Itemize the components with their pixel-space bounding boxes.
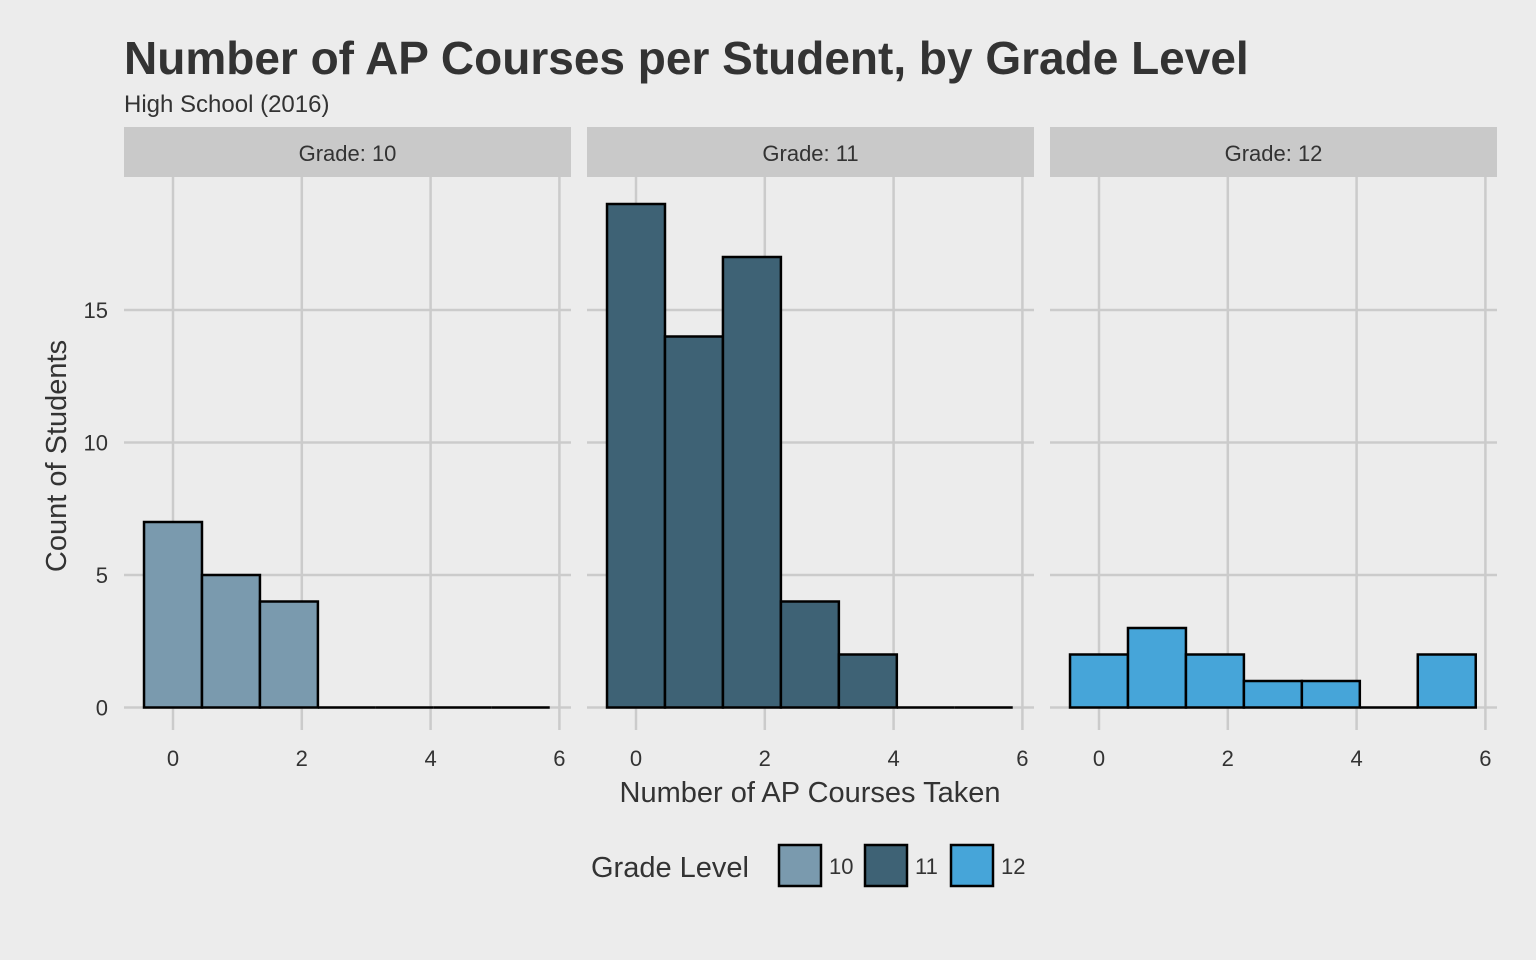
y-tick-label: 10 [84,431,108,456]
histogram-bar [258,600,320,709]
x-tick-label: 4 [424,746,436,771]
y-axis-title: Count of Students [41,340,73,572]
histogram-bar [1068,653,1130,709]
legend-key [863,843,909,888]
facet-strip [124,127,571,177]
histogram-bar [837,653,899,709]
legend-entry: 12 [949,843,1025,888]
legend-title: Grade Level [591,852,749,884]
histogram-bar [663,335,725,709]
x-tick-label: 0 [630,746,642,771]
legend-entry: 11 [863,843,938,888]
histogram-bar [1126,626,1188,709]
x-tick-label: 0 [1093,746,1105,771]
facet-strip-label: Grade: 11 [762,141,858,166]
chart-subtitle: High School (2016) [124,91,329,118]
legend-label: 11 [915,854,938,879]
facet-panel-grade-10: Grade: 10 0 2 4 6 [124,127,571,771]
y-tick-label: 5 [96,563,108,588]
histogram-bar [1416,653,1477,709]
facet-strip-label: Grade: 12 [1225,141,1323,166]
y-tick-label: 0 [96,696,108,721]
y-tick-label: 15 [84,298,108,323]
facet-strip-label: Grade: 10 [299,141,397,166]
facet-strip [587,127,1034,177]
facet-panel-grade-11: Grade: 11 0 2 4 6 [587,127,1034,771]
panels-layer: Grade: 10 0 2 4 6 Grade: 11 0 2 4 6 Grade: 12 0 2 4 6 [124,127,1497,771]
histogram-bar [142,520,204,709]
histogram-bar [779,600,841,709]
x-axis-title: Number of AP Courses Taken [620,777,1001,809]
histogram-bar [1242,679,1304,709]
histogram-bar [721,255,783,709]
legend-label: 12 [1001,854,1025,879]
x-tick-label: 2 [759,746,771,771]
x-tick-label: 0 [167,746,179,771]
legend-entry: 10 [777,843,853,888]
histogram-bar [200,573,262,709]
x-tick-label: 2 [1222,746,1234,771]
histogram-bar [1184,653,1246,709]
chart-title: Number of AP Courses per Student, by Gra… [124,32,1249,84]
legend-key [777,843,823,888]
x-tick-label: 2 [296,746,308,771]
x-tick-label: 6 [1016,746,1028,771]
histogram-bar [605,202,667,709]
legend-key [949,843,995,888]
x-tick-label: 4 [887,746,899,771]
x-tick-label: 4 [1350,746,1362,771]
x-tick-label: 6 [1479,746,1491,771]
y-axis: 0 5 10 15 [84,298,108,721]
legend-label: 10 [829,854,853,879]
facet-panel-grade-12: Grade: 12 0 2 4 6 [1050,127,1497,771]
facet-strip [1050,127,1497,177]
histogram-bar [1300,679,1362,709]
x-tick-label: 6 [553,746,565,771]
legend: Grade Level 10 11 12 [591,843,1025,888]
